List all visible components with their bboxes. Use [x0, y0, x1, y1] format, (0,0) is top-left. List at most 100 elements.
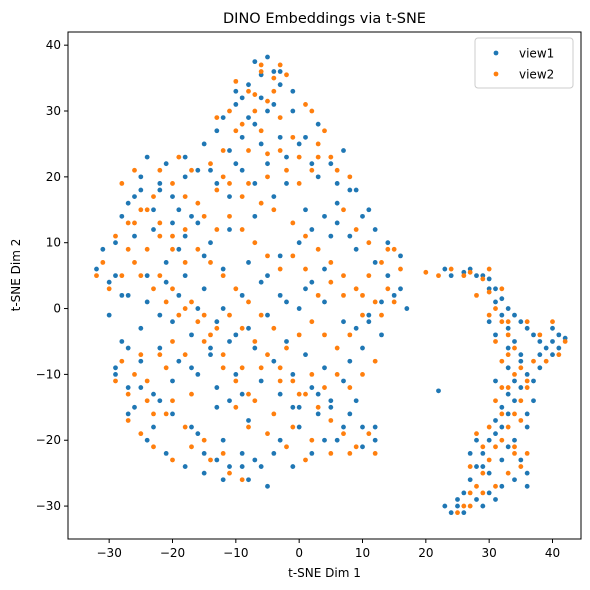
scatter-point-view1-204 [341, 424, 346, 430]
scatter-point-view2-212 [467, 490, 473, 496]
scatter-point-view2-180 [132, 220, 137, 226]
scatter-point-view1-62 [353, 246, 359, 252]
scatter-point-view1-179 [290, 88, 296, 94]
scatter-point-view1-148 [296, 306, 302, 311]
scatter-point-view1-112 [277, 391, 283, 397]
scatter-point-view2-31 [119, 181, 125, 186]
scatter-point-view2-241 [518, 418, 524, 423]
scatter-point-view2-3 [284, 72, 289, 78]
scatter-point-view1-107 [334, 437, 340, 443]
scatter-point-view2-151 [265, 151, 270, 157]
legend-box [474, 37, 574, 89]
scatter-point-view2-164 [341, 292, 346, 298]
scatter-point-view2-16 [315, 141, 321, 147]
scatter-point-view2-70 [144, 246, 150, 252]
scatter-point-view2-78 [138, 273, 144, 279]
scatter-point-view1-220 [531, 332, 536, 338]
scatter-point-view2-96 [366, 431, 372, 437]
scatter-point-view2-138 [265, 431, 270, 437]
scatter-point-view2-9 [239, 121, 245, 127]
x-axis-title: t-SNE Dim 1 [288, 566, 361, 580]
scatter-point-view2-205 [512, 411, 517, 417]
scatter-point-view2-172 [239, 227, 245, 232]
scatter-point-view2-25 [195, 200, 201, 206]
scatter-point-view1-282 [556, 345, 562, 351]
scatter-point-view1-214 [493, 286, 498, 292]
scatter-point-view2-145 [271, 75, 277, 81]
scatter-point-view1-235 [480, 451, 486, 456]
scatter-point-view1-29 [132, 233, 137, 239]
axes: −30 −20 −10 0 10 20 30 40 −30 −20 −10 0 10 20 30 40 [36, 31, 582, 560]
scatter-point-view1-1 [252, 59, 258, 65]
scatter-point-view2-94 [341, 431, 346, 437]
scatter-point-view2-120 [239, 365, 245, 371]
scatter-point-view1-3 [246, 82, 251, 88]
scatter-point-view1-137 [404, 306, 410, 311]
scatter-point-view1-4 [258, 72, 264, 78]
scatter-point-view2-153 [296, 154, 302, 160]
scatter-point-view1-206 [353, 398, 359, 404]
scatter-point-view1-19 [182, 174, 188, 180]
scatter-point-view2-231 [486, 266, 492, 272]
scatter-point-view2-73 [106, 286, 112, 292]
scatter-point-view2-80 [163, 299, 169, 305]
scatter-point-view1-127 [195, 431, 201, 437]
scatter-point-view2-143 [151, 411, 156, 417]
scatter-point-view2-32 [132, 167, 137, 173]
scatter-point-view1-23 [170, 194, 175, 200]
scatter-point-view2-82 [189, 299, 194, 305]
scatter-point-view1-262 [448, 273, 454, 279]
scatter-point-view1-70 [322, 299, 327, 305]
scatter-point-view1-200 [271, 451, 277, 456]
scatter-point-view1-21 [138, 187, 144, 193]
scatter-point-view1-11 [214, 128, 220, 134]
scatter-point-view1-131 [303, 352, 308, 358]
scatter-point-view1-114 [170, 411, 175, 417]
scatter-point-view2-6 [252, 108, 258, 114]
scatter-point-view2-162 [379, 312, 384, 318]
scatter-point-view1-10 [252, 121, 258, 127]
scatter-point-view1-119 [119, 339, 125, 344]
y-tick-label: 20 [46, 170, 61, 184]
scatter-point-view2-199 [499, 319, 505, 325]
scatter-point-view2-184 [195, 319, 201, 325]
scatter-point-view1-31 [100, 246, 106, 252]
scatter-point-view2-239 [531, 358, 536, 364]
scatter-point-view2-238 [562, 339, 568, 344]
scatter-point-view2-224 [512, 371, 517, 377]
scatter-point-view1-164 [138, 174, 144, 180]
scatter-point-view2-97 [372, 451, 378, 456]
scatter-point-view2-166 [315, 292, 321, 298]
scatter-point-view2-132 [271, 411, 277, 417]
scatter-point-view2-17 [328, 154, 334, 160]
scatter-point-view2-76 [113, 233, 118, 239]
scatter-point-view1-224 [556, 332, 562, 338]
scatter-point-view1-97 [144, 437, 150, 443]
scatter-point-view1-202 [309, 451, 315, 456]
scatter-point-view2-72 [119, 273, 125, 279]
scatter-point-view2-126 [334, 371, 340, 377]
scatter-point-view2-230 [474, 292, 479, 298]
scatter-point-view1-61 [328, 233, 334, 239]
scatter-point-view2-115 [144, 378, 150, 384]
scatter-point-view1-223 [550, 339, 555, 344]
scatter-point-view2-20 [284, 167, 289, 173]
scatter-point-view2-118 [201, 339, 207, 344]
scatter-point-view2-175 [201, 213, 207, 219]
scatter-point-view1-120 [138, 358, 144, 364]
y-tick-label: 10 [46, 236, 61, 250]
scatter-point-view2-240 [524, 385, 530, 390]
scatter-point-view1-168 [214, 181, 220, 186]
scatter-point-view2-27 [170, 181, 175, 186]
scatter-point-view1-13 [201, 141, 207, 147]
x-tick-label: 0 [295, 546, 303, 560]
scatter-point-view1-189 [176, 358, 182, 364]
scatter-point-view1-0 [265, 54, 270, 60]
scatter-point-view2-225 [499, 358, 505, 364]
scatter-point-view2-10 [277, 115, 283, 120]
scatter-point-view1-260 [480, 273, 486, 279]
scatter-point-view1-229 [518, 385, 524, 390]
scatter-point-view2-222 [499, 411, 505, 417]
scatter-point-view2-248 [499, 385, 505, 390]
scatter-point-view1-190 [195, 371, 201, 377]
